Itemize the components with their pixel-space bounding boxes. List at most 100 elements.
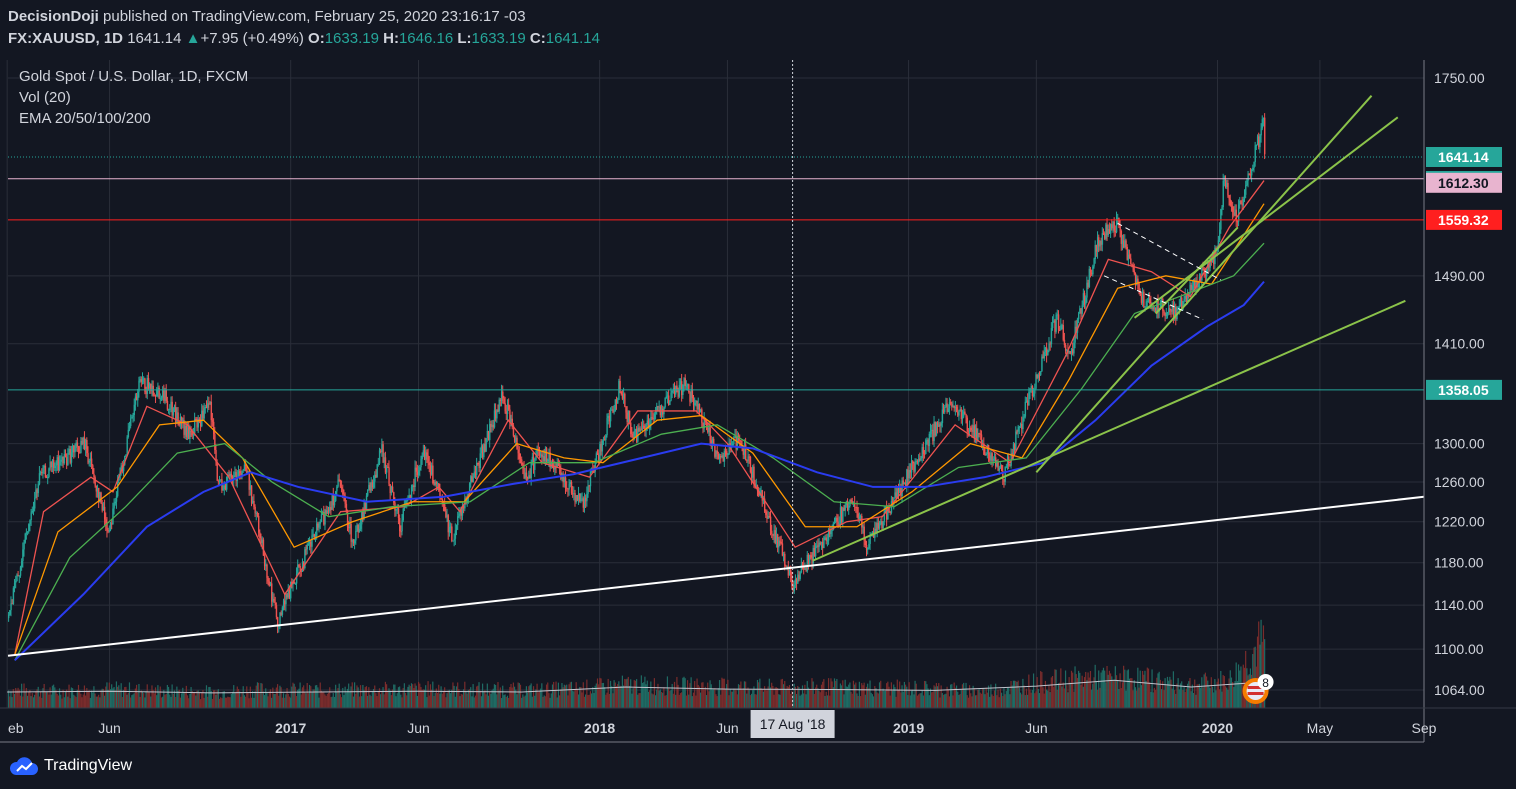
volume-bar <box>832 687 834 708</box>
volume-bar <box>127 692 129 708</box>
volume-bar <box>255 685 257 708</box>
price-tick-label: 1490.00 <box>1434 268 1485 284</box>
candle-body <box>354 540 356 544</box>
candle-body <box>669 400 671 406</box>
candle-body <box>902 480 905 485</box>
candle-body <box>515 437 517 443</box>
volume-bar <box>291 686 293 708</box>
volume-bar <box>145 691 147 708</box>
volume-bar <box>955 685 958 708</box>
volume-bar <box>554 689 556 708</box>
candle-body <box>557 463 560 466</box>
volume-bar <box>540 688 542 708</box>
candle-body <box>254 506 256 514</box>
volume-bar <box>970 693 972 708</box>
volume-bar <box>948 696 951 708</box>
volume-bar <box>882 688 884 708</box>
volume-bar <box>391 689 394 708</box>
volume-bar <box>1030 692 1032 708</box>
volume-bar <box>1105 682 1107 708</box>
candle-body <box>455 525 458 531</box>
volume-bar <box>325 695 327 708</box>
volume-bar <box>679 693 682 708</box>
candle-body <box>508 404 510 410</box>
volume-bar <box>221 698 223 708</box>
tradingview-logo[interactable]: TradingView <box>8 755 132 777</box>
volume-bar <box>1085 671 1087 708</box>
volume-bar <box>419 683 421 708</box>
candle-body <box>926 440 928 442</box>
volume-bar <box>538 691 541 708</box>
volume-bar <box>106 682 108 708</box>
volume-bar <box>216 690 218 708</box>
volume-bar <box>966 695 968 708</box>
volume-bar <box>294 686 296 708</box>
volume-bar <box>38 696 41 708</box>
candle-body <box>710 440 713 447</box>
candle-body <box>388 467 390 485</box>
candle-body <box>1023 416 1025 418</box>
volume-bar <box>987 685 990 708</box>
candle-body <box>261 539 263 543</box>
volume-bar <box>545 684 548 708</box>
author-name[interactable]: DecisionDoji <box>8 8 99 25</box>
candle-body <box>863 526 865 541</box>
volume-bar <box>1010 680 1012 708</box>
legend-title: Gold Spot / U.S. Dollar, 1D, FXCM <box>19 68 249 85</box>
candle-body <box>595 453 598 463</box>
candle-body <box>503 398 505 404</box>
volume-bar <box>130 697 132 708</box>
volume-bar <box>177 691 179 708</box>
candle-body <box>137 391 139 401</box>
brand-name: TradingView <box>44 757 133 774</box>
candle-body <box>306 544 309 550</box>
candle-body <box>785 565 787 567</box>
volume-bar <box>377 691 379 708</box>
candle-body <box>479 453 482 468</box>
candle-body <box>904 482 907 486</box>
candle-body <box>781 543 784 556</box>
candle-body <box>95 485 98 492</box>
volume-bar <box>1093 677 1095 708</box>
candle-body <box>572 493 574 495</box>
low-value: 1633.19 <box>471 30 526 47</box>
volume-bar <box>715 694 717 708</box>
candle-body <box>807 554 810 564</box>
volume-bar <box>740 681 742 708</box>
candle-body <box>383 457 386 463</box>
candle-body <box>400 531 402 533</box>
volume-bar <box>425 685 427 708</box>
candle-body <box>700 409 702 413</box>
high-value: 1646.16 <box>398 30 454 47</box>
volume-bar <box>1034 693 1036 708</box>
candle-body <box>811 557 813 564</box>
candle-body <box>107 530 109 532</box>
candle-body <box>958 411 960 416</box>
volume-bar <box>654 695 657 708</box>
candle-body <box>216 462 218 481</box>
candle-body <box>1119 225 1121 231</box>
candle-body <box>1169 308 1171 311</box>
volume-bar <box>561 683 563 708</box>
candle-body <box>241 470 243 476</box>
candle-body <box>1222 180 1224 208</box>
volume-bar <box>914 680 916 708</box>
candle-body <box>112 508 114 525</box>
candle-body <box>1184 295 1187 299</box>
volume-bar <box>362 684 364 708</box>
volume-bar <box>713 689 715 708</box>
candle-body <box>1111 224 1113 229</box>
candle-body <box>772 533 774 537</box>
volume-bar <box>495 684 497 708</box>
candle-body <box>736 436 739 450</box>
candle-body <box>897 488 900 493</box>
candle-body <box>1147 298 1150 302</box>
volume-bar <box>532 686 535 708</box>
candle-body <box>86 440 88 454</box>
volume-bar <box>316 685 318 708</box>
candle-body <box>512 425 515 436</box>
candle-body <box>184 425 186 435</box>
candle-body <box>98 487 100 503</box>
volume-bar <box>643 682 645 708</box>
